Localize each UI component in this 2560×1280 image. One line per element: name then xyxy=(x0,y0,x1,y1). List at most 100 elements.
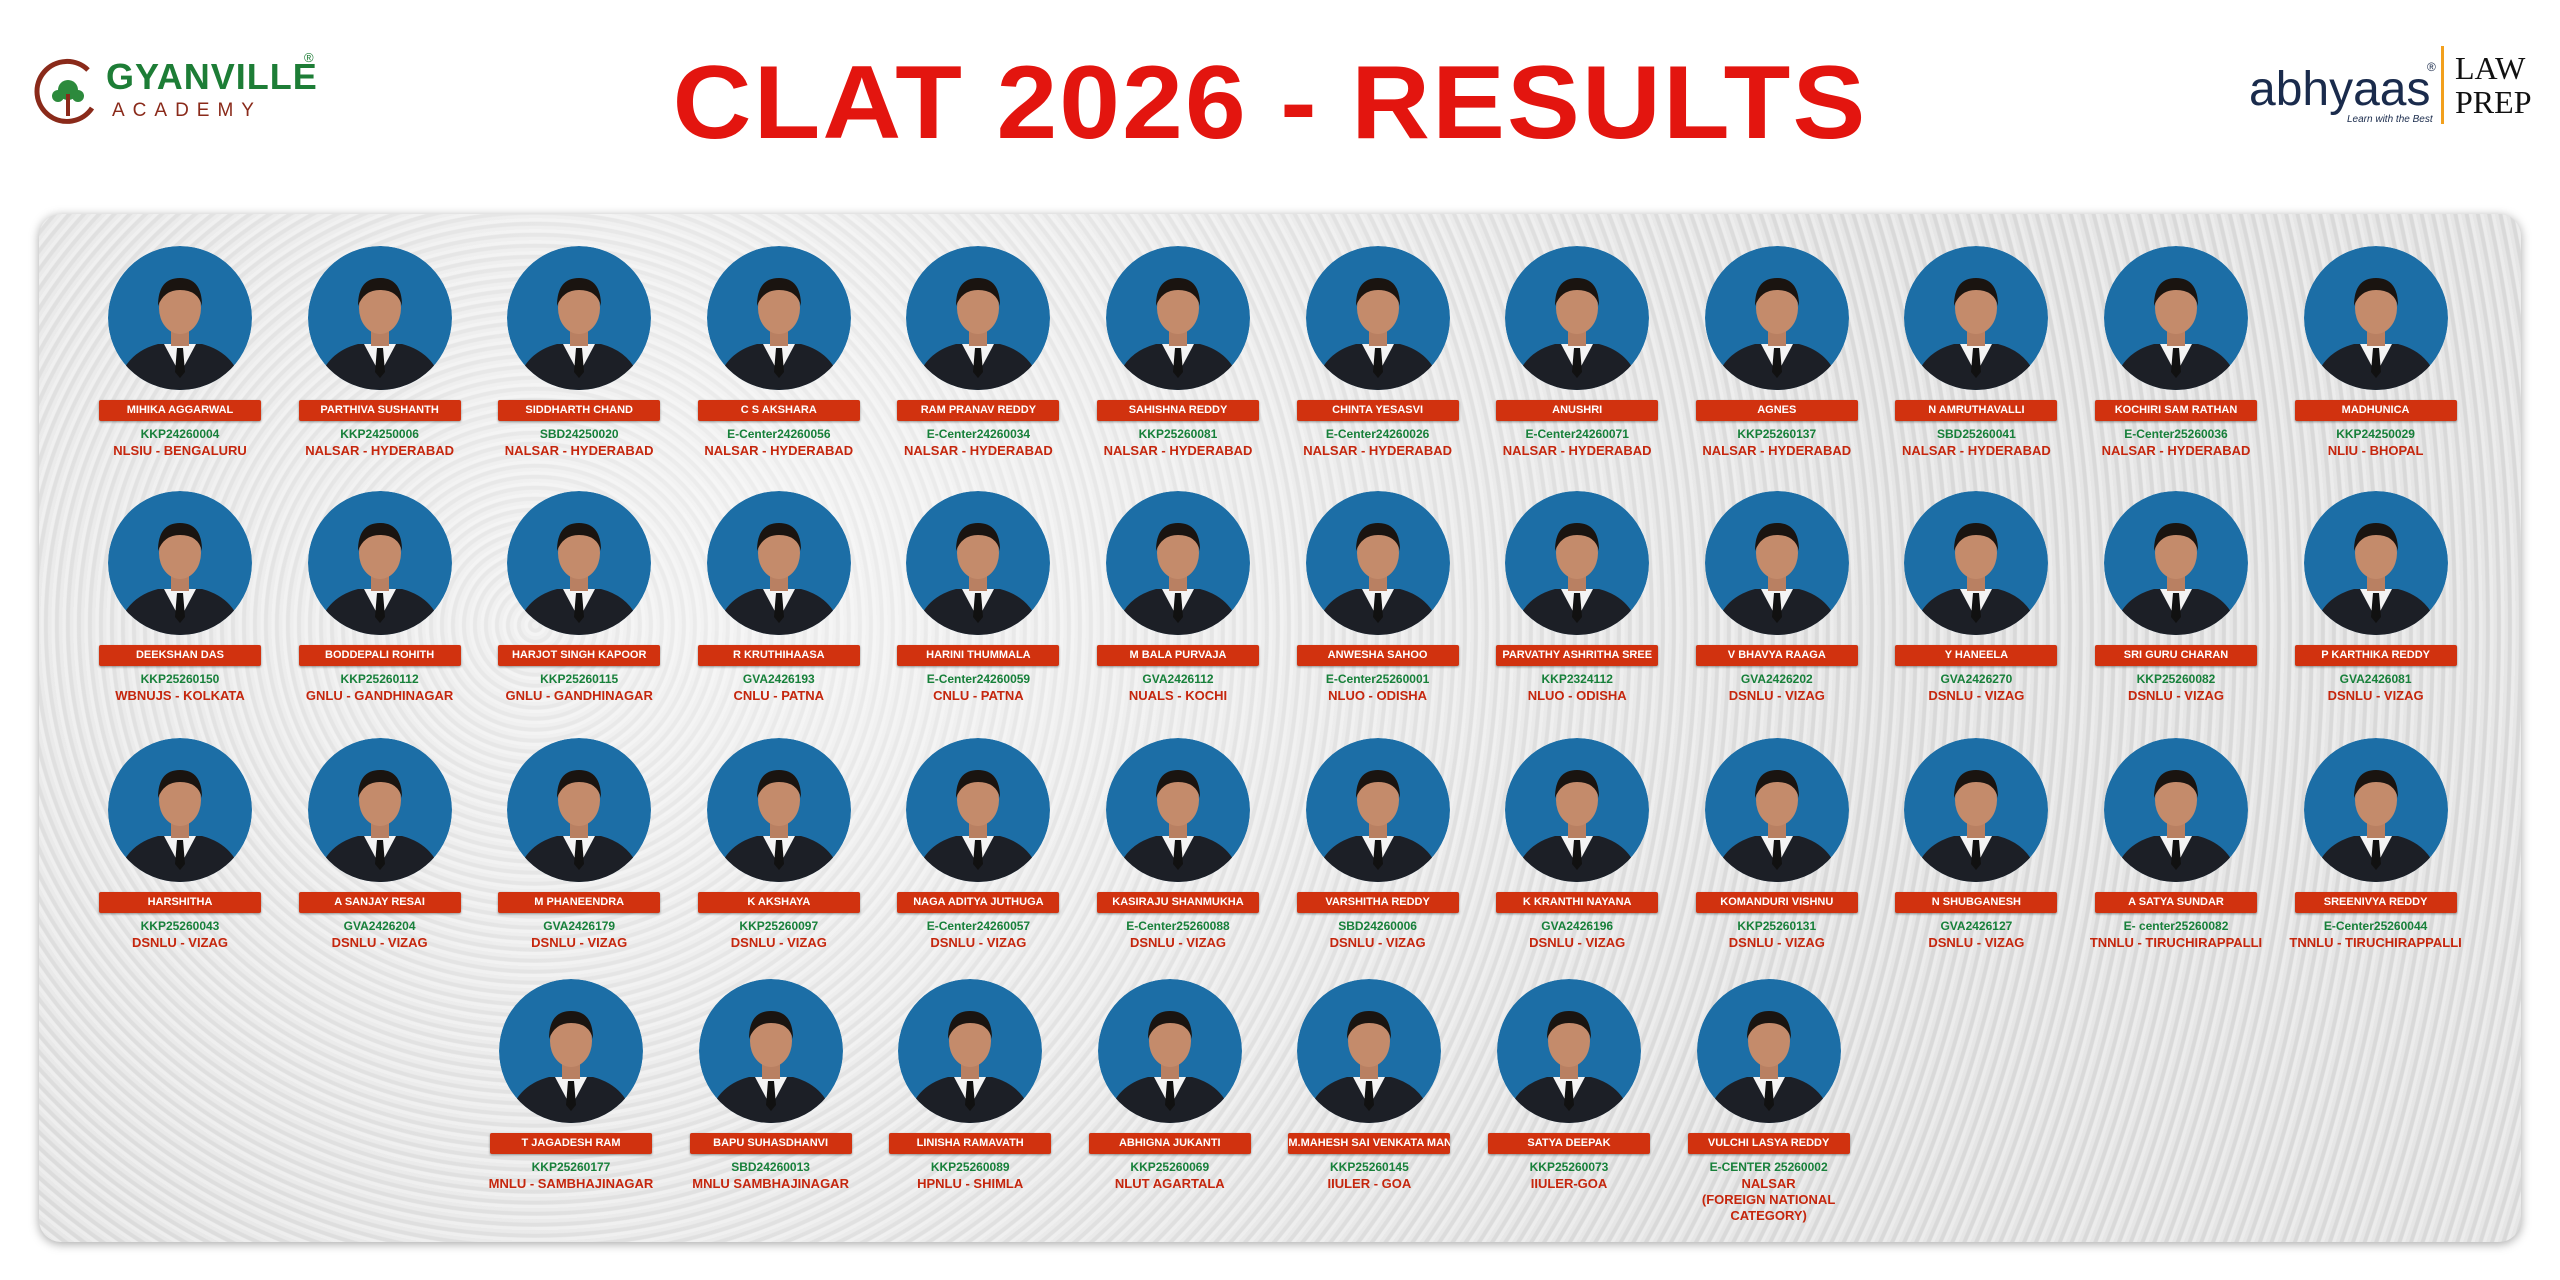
student-college: DSNLU - VIZAG xyxy=(2327,688,2424,703)
student-college: DSNLU - VIZAG xyxy=(2127,688,2225,703)
student-name: ANWESHA SAHOO xyxy=(1296,645,1459,666)
student-card: M BALA PURVAJA GVA2426112 NUALS - KOCHI xyxy=(1073,491,1283,704)
logo-name: GYANVILLE xyxy=(106,56,318,97)
student-college: MNLU SAMBHAJINAGAR xyxy=(692,1176,849,1191)
student-code: KKP25260089 xyxy=(930,1160,1010,1174)
student-photo xyxy=(2104,738,2248,882)
student-name: SAHISHNA REDDY xyxy=(1097,400,1259,421)
student-photo xyxy=(1306,738,1450,882)
student-code: GVA2426204 xyxy=(343,919,416,933)
student-photo xyxy=(308,491,452,635)
student-photo xyxy=(2304,491,2448,635)
student-college: NUALS - KOCHI xyxy=(1128,688,1228,703)
student-name: A SATYA SUNDAR xyxy=(2095,892,2257,913)
student-code: GVA2426270 xyxy=(1940,672,2013,686)
student-card: M PHANEENDRA GVA2426179 DSNLU - VIZAG xyxy=(474,738,684,951)
student-college: TNNLU - TIRUCHIRAPPALLI xyxy=(2289,935,2462,950)
student-name: VARSHITHA REDDY xyxy=(1296,892,1459,913)
student-name: KOMANDURI VISHNU xyxy=(1695,892,1858,913)
student-college: DSNLU - VIZAG xyxy=(1728,688,1825,703)
student-name: M.MAHESH SAI VENKATA MANOHAR xyxy=(1288,1133,1451,1154)
student-college: DSNLU - VIZAG xyxy=(331,935,428,950)
student-photo xyxy=(707,738,851,882)
student-code: KKP25260137 xyxy=(1737,427,1817,441)
student-card: DEEKSHAN DAS KKP25260150 WBNUJS - KOLKATA xyxy=(75,491,285,704)
student-code: KKP25260150 xyxy=(140,672,220,686)
student-code: SBD24260006 xyxy=(1338,919,1417,933)
student-college: DSNLU - VIZAG xyxy=(930,935,1027,950)
student-card: SIDDHARTH CHAND SBD24250020 NALSAR - HYDER… xyxy=(474,246,684,459)
student-name: P KARTHIKA REDDY xyxy=(2294,645,2457,666)
student-college: NALSAR - HYDERABAD xyxy=(1702,443,1852,458)
student-code: SBD24250020 xyxy=(539,427,619,441)
student-college: DSNLU - VIZAG xyxy=(1129,935,1227,950)
student-name: T JAGADESH RAM xyxy=(490,1133,652,1154)
student-card: PARTHIVA SUSHANTH KKP24250006 NALSAR - HYD… xyxy=(275,246,485,459)
student-card: P KARTHIKA REDDY GVA2426081 DSNLU - VIZAG xyxy=(2271,491,2481,704)
student-college: WBNUJS - KOLKATA xyxy=(115,688,245,703)
student-card: CHINTA YESASVI E-Center24260026 NALSAR - H… xyxy=(1273,246,1483,459)
student-card: C S AKSHARA E-Center24260056 NALSAR - HYDE… xyxy=(674,246,884,459)
student-photo xyxy=(1505,491,1649,635)
student-card: AGNES KKP25260137 NALSAR - HYDERABAD xyxy=(1672,246,1882,459)
student-photo xyxy=(707,246,851,390)
student-card: BODDEPALI ROHITH KKP25260112 GNLU - GANDHI… xyxy=(275,491,485,704)
student-name: BODDEPALI ROHITH xyxy=(298,645,461,666)
student-photo xyxy=(2104,491,2248,635)
student-college: DSNLU - VIZAG xyxy=(1928,688,2025,703)
student-photo xyxy=(1497,979,1641,1123)
student-photo xyxy=(906,491,1050,635)
logo-mark: ® xyxy=(304,50,314,65)
student-college: NALSAR - HYDERABAD xyxy=(305,443,454,458)
student-card: Y HANEELA GVA2426270 DSNLU - VIZAG xyxy=(1871,491,2081,704)
title: CLAT 2026 - RESULTS xyxy=(672,45,1868,161)
student-code: KKP25260115 xyxy=(540,672,619,686)
student-card: ANWESHA SAHOO E-Center25260001 NLUO - ODIS… xyxy=(1273,491,1483,704)
student-name: HARINI THUMMALA xyxy=(897,645,1060,666)
student-card: SAHISHNA REDDY KKP25260081 NALSAR - HYDERA… xyxy=(1073,246,1283,459)
student-name: CHINTA YESASVI xyxy=(1296,400,1459,421)
student-code: E-Center24260026 xyxy=(1325,427,1430,441)
student-college: IIULER - GOA xyxy=(1327,1176,1412,1191)
student-college: DSNLU - VIZAG xyxy=(730,935,827,950)
student-code: E-Center25260001 xyxy=(1325,672,1430,686)
student-college: DSNLU - VIZAG xyxy=(531,935,628,950)
student-code: KKP25260131 xyxy=(1737,919,1817,933)
student-code: SBD25260041 xyxy=(1937,427,2016,441)
student-photo xyxy=(499,979,643,1123)
results-panel xyxy=(39,214,2521,1242)
student-name: N SHUBGANESH xyxy=(1895,892,2058,913)
student-card: MIHIKA AGGARWAL KKP24260004 NLSIU - BENGAL… xyxy=(75,246,285,459)
student-college: DSNLU - VIZAG xyxy=(1928,935,2025,950)
student-college: NALSAR - HYDERABAD xyxy=(1303,443,1452,458)
student-college: TNNLU - TIRUCHIRAPPALLI xyxy=(2089,935,2263,950)
student-name: SATYA DEEPAK xyxy=(1488,1133,1650,1154)
student-name: N AMRUTHAVALLI xyxy=(1895,400,2058,421)
student-photo xyxy=(108,246,252,390)
student-card: SREENIVYA REDDY E-Center25260044 TNNLU - T… xyxy=(2271,738,2481,951)
student-code: KKP2324112 xyxy=(1541,672,1613,686)
student-card: HARJOT SINGH KAPOOR KKP25260115 GNLU - GAN… xyxy=(474,491,684,704)
student-name: AGNES xyxy=(1695,400,1858,421)
student-photo xyxy=(507,738,651,882)
student-name: PARVATHY ASHRITHA SREE xyxy=(1496,645,1659,666)
student-college: CNLU - PATNA xyxy=(733,688,825,703)
student-photo xyxy=(1106,738,1250,882)
student-college: HPNLU - SHIMLA xyxy=(917,1176,1024,1191)
student-photo xyxy=(1705,246,1849,390)
student-card: RAM PRANAV REDDY E-Center24260034 NALSAR -… xyxy=(873,246,1083,459)
student-code: GVA2426112 xyxy=(1142,672,1214,686)
student-code: KKP24250029 xyxy=(2336,427,2415,441)
student-college: NALSAR - HYDERABAD xyxy=(1902,443,2051,458)
student-card: HARSHITHA KKP25260043 DSNLU - VIZAG xyxy=(75,738,285,951)
student-card: R KRUTHIHAASA GVA2426193 CNLU - PATNA xyxy=(674,491,884,704)
student-code: KKP25260145 xyxy=(1330,1160,1409,1174)
student-name: MADHUNICA xyxy=(2294,400,2457,421)
student-code: E- center25260082 xyxy=(2123,919,2229,933)
student-college: MNLU - SAMBHAJINAGAR xyxy=(488,1176,654,1191)
student-photo xyxy=(906,738,1050,882)
student-code: KKP25260112 xyxy=(340,672,419,686)
student-college: NALSAR - HYDERABAD xyxy=(704,443,854,458)
student-photo xyxy=(1306,491,1450,635)
student-card: LINISHA RAMAVATH KKP25260089 HPNLU - SHIML… xyxy=(865,979,1075,1192)
